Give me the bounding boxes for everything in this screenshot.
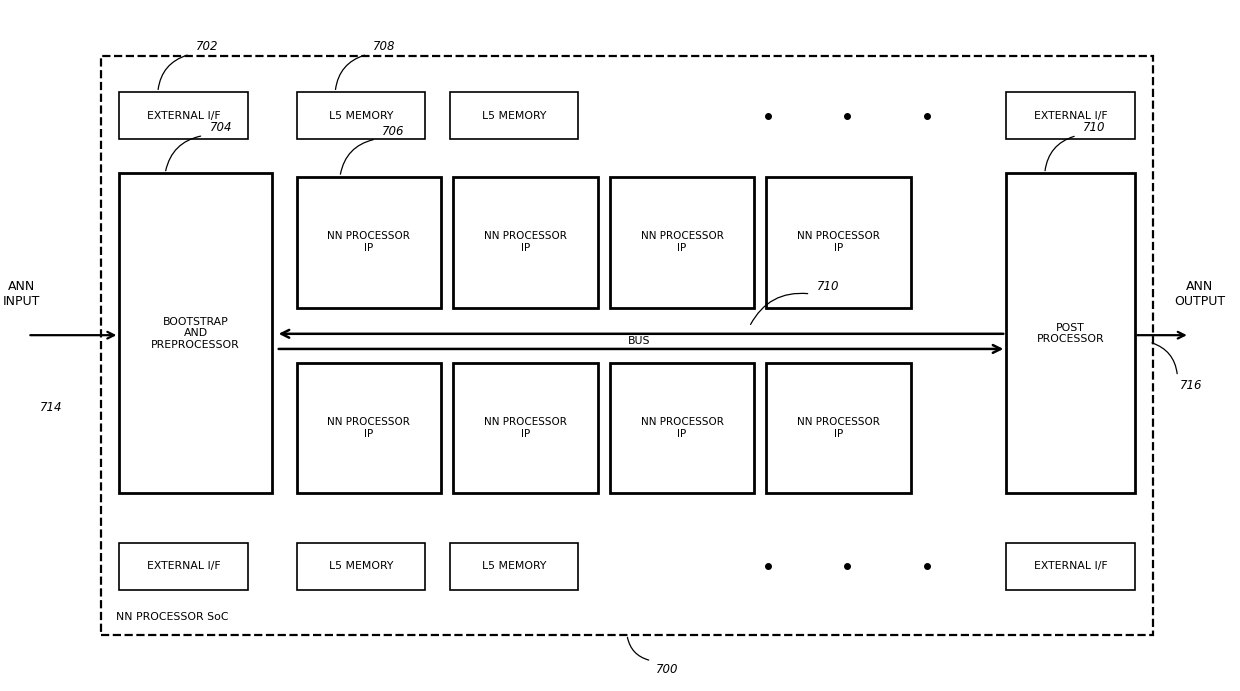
FancyBboxPatch shape bbox=[1006, 173, 1135, 493]
FancyBboxPatch shape bbox=[610, 177, 754, 307]
FancyBboxPatch shape bbox=[450, 543, 578, 590]
Text: POST
PROCESSOR: POST PROCESSOR bbox=[1037, 323, 1104, 344]
Text: BUS: BUS bbox=[627, 337, 651, 346]
Text: NN PROCESSOR
IP: NN PROCESSOR IP bbox=[484, 231, 567, 253]
FancyBboxPatch shape bbox=[100, 57, 1153, 634]
Text: L5 MEMORY: L5 MEMORY bbox=[481, 561, 546, 571]
Text: EXTERNAL I/F: EXTERNAL I/F bbox=[146, 561, 221, 571]
Text: 710: 710 bbox=[1083, 121, 1105, 134]
Text: L5 MEMORY: L5 MEMORY bbox=[329, 561, 393, 571]
FancyBboxPatch shape bbox=[296, 92, 425, 139]
Text: ANN
INPUT: ANN INPUT bbox=[2, 280, 40, 307]
Text: ANN
OUTPUT: ANN OUTPUT bbox=[1174, 280, 1225, 307]
Text: 704: 704 bbox=[210, 121, 232, 134]
FancyBboxPatch shape bbox=[1006, 92, 1135, 139]
FancyBboxPatch shape bbox=[766, 363, 910, 493]
Text: 706: 706 bbox=[382, 124, 404, 138]
FancyBboxPatch shape bbox=[1006, 543, 1135, 590]
Text: NN PROCESSOR
IP: NN PROCESSOR IP bbox=[641, 231, 723, 253]
FancyBboxPatch shape bbox=[296, 177, 441, 307]
Text: 714: 714 bbox=[40, 401, 62, 413]
Text: 700: 700 bbox=[656, 663, 678, 676]
FancyBboxPatch shape bbox=[766, 177, 910, 307]
Text: EXTERNAL I/F: EXTERNAL I/F bbox=[1034, 111, 1107, 121]
Text: EXTERNAL I/F: EXTERNAL I/F bbox=[146, 111, 221, 121]
Text: 702: 702 bbox=[196, 40, 218, 53]
Text: NN PROCESSOR
IP: NN PROCESSOR IP bbox=[327, 231, 410, 253]
Text: NN PROCESSOR
IP: NN PROCESSOR IP bbox=[327, 417, 410, 439]
FancyBboxPatch shape bbox=[450, 92, 578, 139]
Text: 710: 710 bbox=[817, 279, 839, 292]
Text: 708: 708 bbox=[373, 40, 396, 53]
FancyBboxPatch shape bbox=[296, 543, 425, 590]
FancyBboxPatch shape bbox=[119, 543, 248, 590]
Text: BOOTSTRAP
AND
PREPROCESSOR: BOOTSTRAP AND PREPROCESSOR bbox=[151, 317, 241, 350]
Text: L5 MEMORY: L5 MEMORY bbox=[481, 111, 546, 121]
Text: NN PROCESSOR
IP: NN PROCESSOR IP bbox=[641, 417, 723, 439]
Text: 716: 716 bbox=[1180, 379, 1203, 392]
FancyBboxPatch shape bbox=[296, 363, 441, 493]
Text: NN PROCESSOR SoC: NN PROCESSOR SoC bbox=[115, 612, 228, 622]
Text: L5 MEMORY: L5 MEMORY bbox=[329, 111, 393, 121]
FancyBboxPatch shape bbox=[610, 363, 754, 493]
FancyBboxPatch shape bbox=[119, 173, 272, 493]
FancyBboxPatch shape bbox=[119, 92, 248, 139]
Text: NN PROCESSOR
IP: NN PROCESSOR IP bbox=[797, 417, 880, 439]
Text: EXTERNAL I/F: EXTERNAL I/F bbox=[1034, 561, 1107, 571]
FancyBboxPatch shape bbox=[454, 177, 598, 307]
Text: NN PROCESSOR
IP: NN PROCESSOR IP bbox=[484, 417, 567, 439]
Text: NN PROCESSOR
IP: NN PROCESSOR IP bbox=[797, 231, 880, 253]
FancyBboxPatch shape bbox=[454, 363, 598, 493]
